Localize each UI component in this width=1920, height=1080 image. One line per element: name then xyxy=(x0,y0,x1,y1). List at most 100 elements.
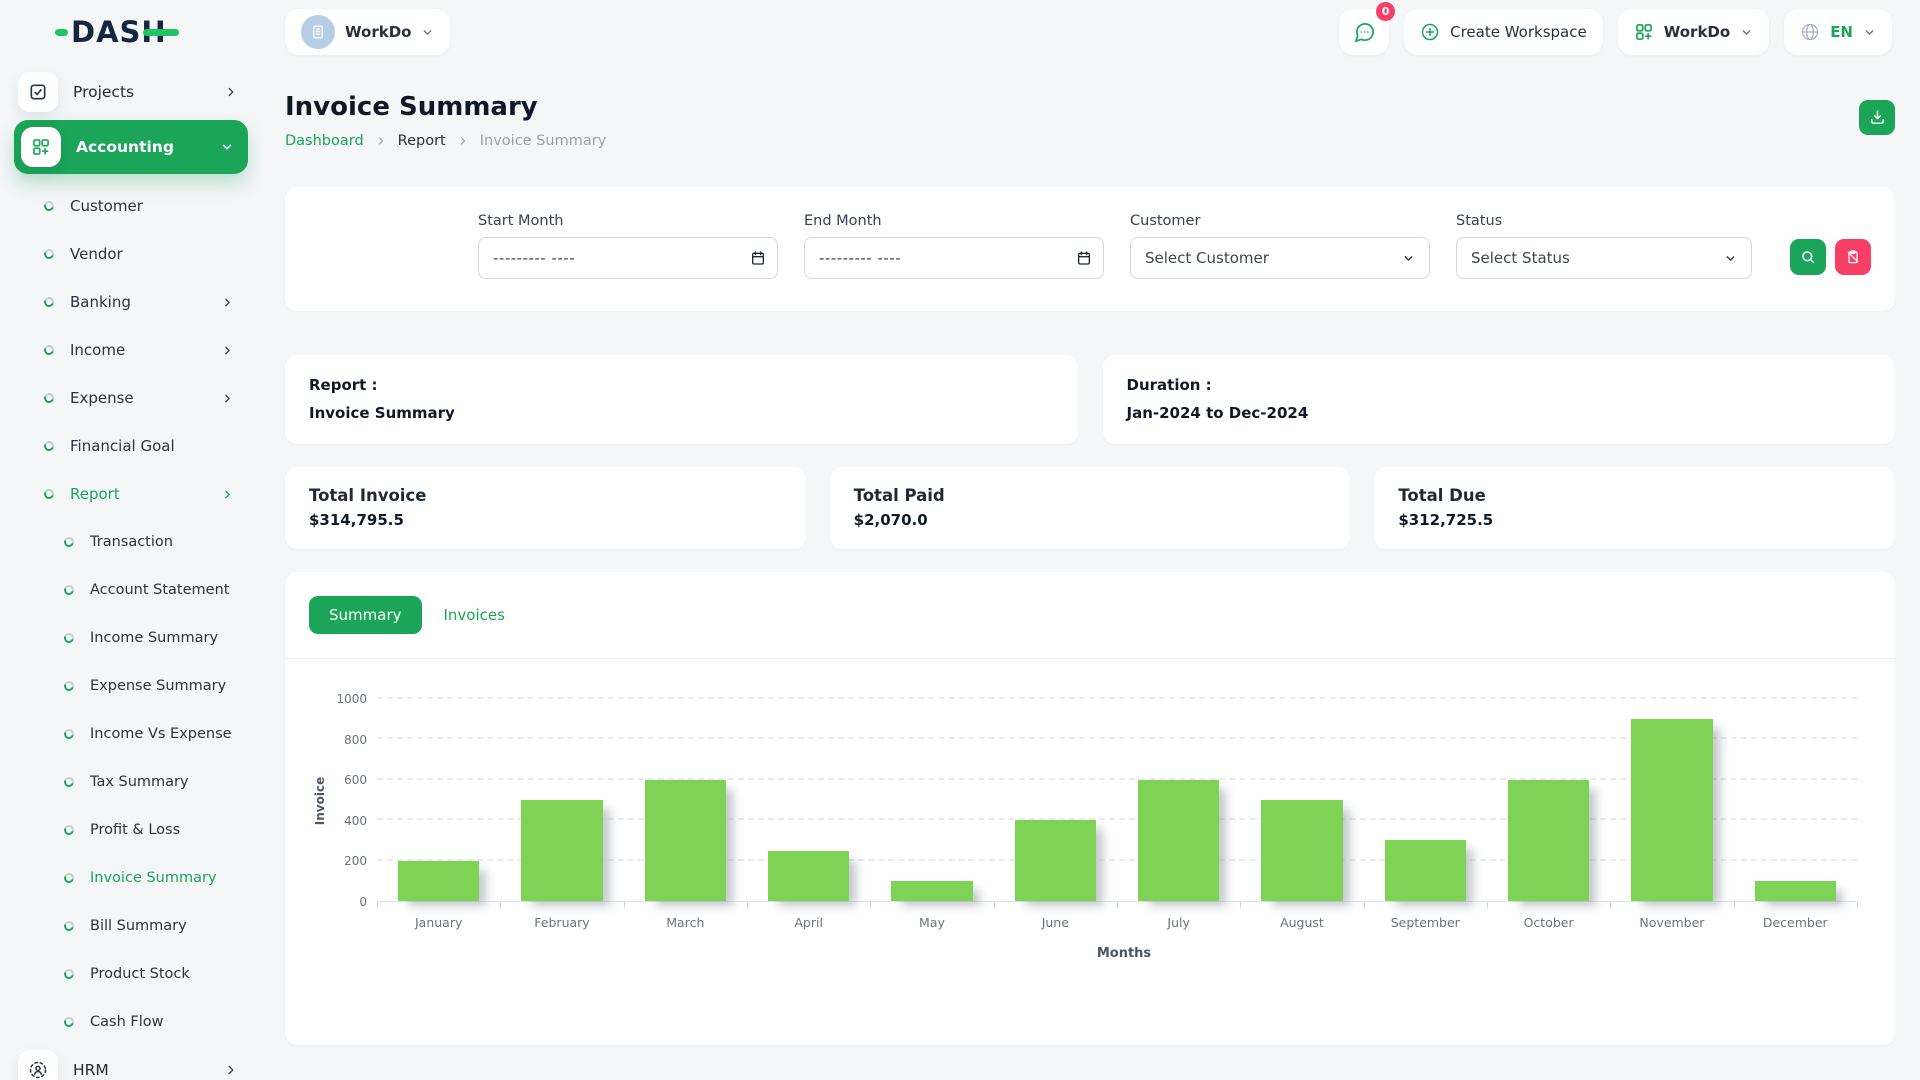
sidebar-item-transaction[interactable]: Transaction xyxy=(14,518,248,566)
start-month-label: Start Month xyxy=(478,213,564,229)
sidebar-item-tax-summary[interactable]: Tax Summary xyxy=(14,758,248,806)
x-axis-tick xyxy=(1857,902,1858,908)
sidebar-item-financial-goal[interactable]: Financial Goal xyxy=(14,422,248,470)
bar-july[interactable] xyxy=(1137,779,1220,901)
breadcrumb-report[interactable]: Report xyxy=(397,133,446,149)
y-tick-label: 400 xyxy=(344,813,367,828)
sidebar-item-expense[interactable]: Expense xyxy=(14,374,248,422)
chevron-right-icon xyxy=(460,137,465,145)
sidebar-item-label: Financial Goal xyxy=(70,437,175,455)
sidebar-item-income-vs-expense[interactable]: Income Vs Expense xyxy=(14,710,248,758)
sidebar-item-label: Profit & Loss xyxy=(90,822,181,838)
logo-dash-shape xyxy=(55,28,68,36)
reset-filter-button[interactable] xyxy=(1835,239,1871,275)
x-axis-tick xyxy=(1487,902,1488,908)
sidebar-item-projects[interactable]: Projects xyxy=(14,68,248,116)
sidebar-item-label: Product Stock xyxy=(90,966,190,982)
bar-march[interactable] xyxy=(644,779,727,901)
sidebar-item-bill-summary[interactable]: Bill Summary xyxy=(14,902,248,950)
sidebar-item-invoice-summary[interactable]: Invoice Summary xyxy=(14,854,248,902)
x-tick-label: July xyxy=(1167,915,1190,930)
bar-slot xyxy=(377,699,500,901)
bar-may[interactable] xyxy=(891,880,973,901)
tab-invoices[interactable]: Invoices xyxy=(443,606,505,624)
bullet-icon xyxy=(62,823,76,837)
bar-february[interactable] xyxy=(521,800,603,901)
bullet-icon xyxy=(62,967,76,981)
chart-plot xyxy=(377,697,1858,908)
bar-slot xyxy=(1364,699,1487,901)
bar-april[interactable] xyxy=(767,850,850,901)
bar-october[interactable] xyxy=(1507,779,1590,901)
app-menu-button[interactable]: WorkDo xyxy=(1617,9,1770,55)
gridline xyxy=(377,777,1857,780)
globe-icon xyxy=(1802,23,1819,41)
y-tick-label: 200 xyxy=(344,854,367,869)
sidebar-item-vendor[interactable]: Vendor xyxy=(14,230,248,278)
bar-september[interactable] xyxy=(1384,840,1466,901)
chevron-down-icon xyxy=(424,29,432,35)
sidebar-item-income[interactable]: Income xyxy=(14,326,248,374)
language-selector[interactable]: EN xyxy=(1784,9,1892,55)
sidebar-item-expense-summary[interactable]: Expense Summary xyxy=(14,662,248,710)
tab-summary[interactable]: Summary xyxy=(309,596,422,634)
bar-slot xyxy=(994,699,1117,901)
logo-bar-shape xyxy=(142,28,179,36)
bar-august[interactable] xyxy=(1261,800,1343,901)
sidebar-item-label: Income Summary xyxy=(90,630,219,646)
sidebar-item-account-statement[interactable]: Account Statement xyxy=(14,566,248,614)
messages-button[interactable]: 0 xyxy=(1339,2,1396,55)
end-month-input[interactable] xyxy=(804,237,1104,279)
apply-filter-button[interactable] xyxy=(1790,239,1826,275)
report-value: Invoice Summary xyxy=(309,404,455,422)
sidebar-item-label: Banking xyxy=(70,293,131,311)
bar-slot xyxy=(1240,699,1363,901)
sidebar-item-label: Transaction xyxy=(90,534,173,550)
total-invoice-value: $314,795.5 xyxy=(309,511,404,529)
create-workspace-button[interactable]: Create Workspace xyxy=(1404,9,1603,55)
sidebar-item-cash-flow[interactable]: Cash Flow xyxy=(14,998,248,1046)
y-tick-label: 1000 xyxy=(336,692,367,706)
bar-january[interactable] xyxy=(397,860,480,901)
sidebar-item-label: Expense Summary xyxy=(90,678,227,694)
total-paid-card: Total Paid $2,070.0 xyxy=(829,467,1351,549)
y-axis-title: Invoice xyxy=(313,776,327,825)
sidebar-item-banking[interactable]: Banking xyxy=(14,278,248,326)
gridline xyxy=(377,697,1857,699)
bar-november[interactable] xyxy=(1631,719,1713,901)
sidebar-item-income-summary[interactable]: Income Summary xyxy=(14,614,248,662)
x-axis-tick xyxy=(993,902,995,908)
accounting-grid-plus-icon xyxy=(21,127,61,167)
chevron-right-icon xyxy=(225,490,230,498)
bar-slot xyxy=(1734,699,1857,901)
sidebar-item-product-stock[interactable]: Product Stock xyxy=(14,950,248,998)
app-menu-label: WorkDo xyxy=(1663,23,1731,41)
bar-december[interactable] xyxy=(1754,880,1836,901)
sidebar-item-accounting[interactable]: Accounting xyxy=(14,120,248,174)
x-tick-label: September xyxy=(1390,915,1460,930)
bullet-icon xyxy=(42,391,56,405)
sidebar-item-report[interactable]: Report xyxy=(14,470,248,518)
x-axis-tick xyxy=(870,902,872,908)
plus-circle-icon xyxy=(1421,23,1439,41)
duration-label: Duration : xyxy=(1126,376,1212,394)
bar-june[interactable] xyxy=(1014,820,1096,901)
x-axis-spacer xyxy=(309,915,377,930)
gridline xyxy=(377,818,1857,821)
x-axis-tick xyxy=(623,902,625,908)
start-month-input[interactable] xyxy=(478,237,778,279)
download-report-button[interactable] xyxy=(1859,100,1895,135)
sidebar-item-hrm[interactable]: HRM xyxy=(14,1046,248,1080)
total-invoice-label: Total Invoice xyxy=(309,486,427,505)
x-tick-label: April xyxy=(794,915,823,930)
sidebar-item-customer[interactable]: Customer xyxy=(14,182,248,230)
customer-select[interactable]: Select Customer xyxy=(1130,237,1430,279)
breadcrumb-dashboard[interactable]: Dashboard xyxy=(285,133,364,149)
workspace-switcher[interactable]: WorkDo xyxy=(285,9,451,55)
sidebar-item-profit-loss[interactable]: Profit & Loss xyxy=(14,806,248,854)
dash-logo[interactable]: DASH xyxy=(55,15,179,49)
status-select[interactable]: Select Status xyxy=(1456,237,1752,279)
bullet-icon xyxy=(62,583,76,597)
grid-plus-icon xyxy=(1635,24,1652,40)
chevron-right-icon xyxy=(228,1065,234,1075)
